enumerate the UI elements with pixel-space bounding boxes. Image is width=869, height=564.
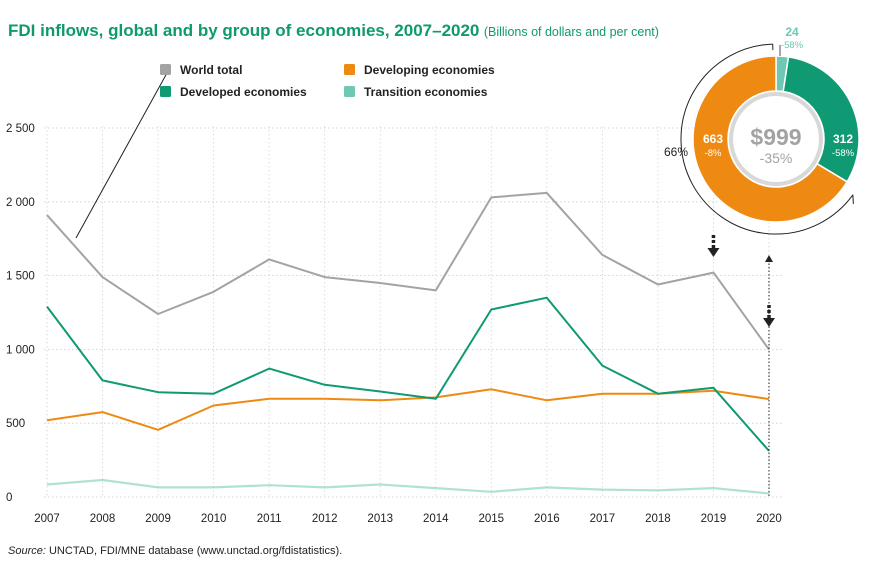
y-tick-label: 1 500 (6, 271, 35, 283)
slice-label-developed-value: 312 (833, 132, 853, 146)
y-tick-label: 2 000 (6, 197, 35, 209)
legend-swatch (160, 86, 171, 97)
donut-total-change: -35% (760, 150, 793, 166)
donut-slice-developing (692, 55, 849, 223)
series-lines (46, 191, 770, 495)
x-tick-label: 2007 (34, 513, 60, 525)
legend-item-world: World total (160, 63, 242, 77)
legend-label: Developed economies (180, 85, 307, 99)
source-text: UNCTAD, FDI/MNE database (www.unctad.org… (48, 545, 343, 557)
legend-item-developed: Developed economies (160, 85, 307, 99)
legend: World total Developed economies Developing… (160, 63, 495, 99)
series-line-developed (46, 296, 770, 452)
grid (44, 126, 782, 498)
down-arrow-2019 (707, 235, 720, 257)
donut-total-label: $999 (750, 124, 801, 150)
x-tick-label: 2016 (534, 513, 560, 525)
slice-label-developed-change: -58% (832, 148, 855, 159)
x-tick-label: 2011 (257, 513, 282, 525)
series-line-developing (46, 388, 770, 431)
x-tick-label: 2015 (479, 513, 505, 525)
x-tick-label: 2013 (367, 513, 393, 525)
down-arrow-head (763, 318, 775, 327)
share-arc (680, 43, 854, 235)
x-tick-label: 2008 (90, 513, 116, 525)
legend-label: Transition economies (364, 85, 488, 99)
slice-label-transition-change: -58% (781, 40, 804, 51)
legend-item-transition: Transition economies (344, 85, 488, 99)
x-tick-label: 2010 (201, 513, 227, 525)
slice-label-transition-value: 24 (785, 25, 799, 39)
share-arc-tick (852, 194, 854, 204)
x-tick-label: 2009 (145, 513, 171, 525)
x-tick-label: 2012 (312, 513, 338, 525)
chart-title: FDI inflows, global and by group of econ… (8, 21, 659, 41)
donut-share-label: 66% (664, 145, 688, 159)
legend-swatch (344, 64, 355, 75)
slice-label-developing-change: -8% (705, 148, 722, 159)
y-axis-ticks: 0 500 1 000 1 500 2 000 2 500 (6, 123, 35, 504)
x-tick-label: 2014 (423, 513, 449, 525)
down-arrow-head (707, 248, 720, 257)
legend-item-developing: Developing economies (344, 63, 495, 77)
chart-title-main: FDI inflows, global and by group of econ… (8, 21, 480, 40)
chart-title-unit: (Billions of dollars and per cent) (483, 25, 659, 39)
slice-label-developing-value: 663 (703, 132, 723, 146)
donut-center (729, 92, 823, 186)
series-line-transition (46, 478, 770, 495)
x-tick-label: 2019 (701, 513, 727, 525)
down-arrow-2020 (763, 305, 775, 327)
series-line-world (46, 191, 770, 351)
y-tick-label: 500 (6, 418, 25, 430)
legend-swatch (160, 64, 171, 75)
x-tick-label: 2020 (756, 513, 782, 525)
marker-2020-arrowhead (765, 255, 773, 262)
x-tick-label: 2018 (645, 513, 671, 525)
y-tick-label: 1 000 (6, 344, 35, 356)
donut-chart: $999-35%663-8%312-58%24-58%66% (664, 25, 860, 235)
donut-slice-developed (782, 56, 860, 183)
world-leader-line (75, 72, 168, 239)
source-note: Source: UNCTAD, FDI/MNE database (www.un… (8, 545, 342, 557)
x-tick-label: 2017 (590, 513, 616, 525)
annotations (75, 72, 775, 497)
legend-label: World total (180, 63, 242, 77)
fdi-chart: 0 500 1 000 1 500 2 000 2 500 2007 2008 2009 201… (6, 25, 860, 525)
y-tick-label: 2 500 (6, 123, 35, 135)
legend-swatch (344, 86, 355, 97)
source-label: Source: (8, 545, 46, 557)
y-tick-label: 0 (6, 492, 12, 504)
legend-label: Developing economies (364, 63, 495, 77)
x-axis-ticks: 2007 2008 2009 2010 2011 2012 2013 2014 2015 2016… (34, 513, 782, 525)
